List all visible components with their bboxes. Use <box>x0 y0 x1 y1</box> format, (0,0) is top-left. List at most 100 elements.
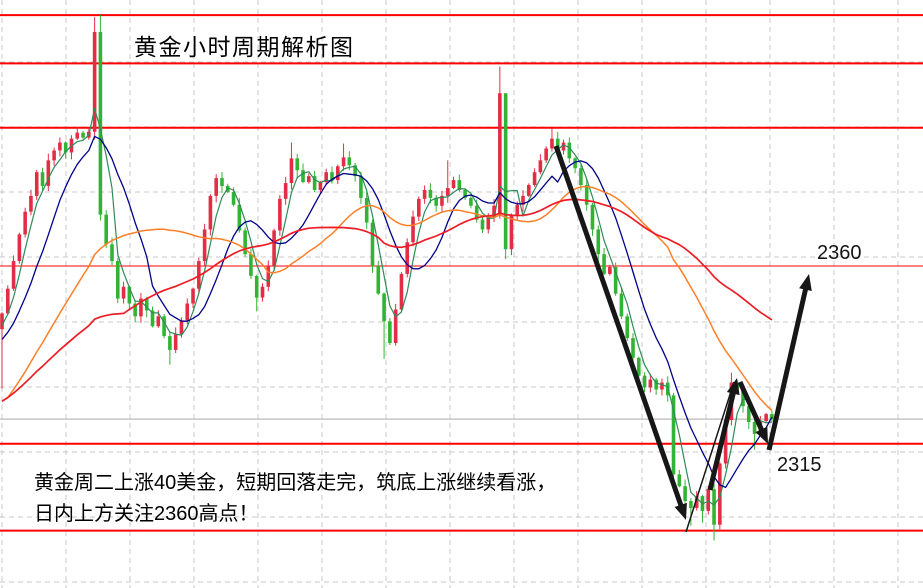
candle-body <box>347 157 352 166</box>
candle-body <box>5 288 10 314</box>
candle-body <box>399 273 404 310</box>
candle <box>683 479 687 503</box>
arrow-head <box>799 274 812 291</box>
candle <box>127 285 132 309</box>
candle-body <box>98 31 103 215</box>
candle-body <box>648 379 653 388</box>
candle-body <box>214 178 218 196</box>
candle-body <box>388 321 392 344</box>
candle <box>613 262 618 296</box>
candle-body <box>561 142 566 151</box>
candle-body <box>434 197 438 206</box>
ma-line-ma-slowest <box>1 198 773 403</box>
candle <box>254 274 259 312</box>
candle <box>526 183 531 198</box>
candle-body <box>40 172 45 187</box>
trend-arrow <box>685 381 735 533</box>
candle-body <box>723 420 728 464</box>
candle-body <box>642 375 647 388</box>
candle <box>428 183 433 204</box>
candle <box>596 225 601 262</box>
candle <box>260 283 265 302</box>
candle-body <box>11 261 16 289</box>
candle <box>364 191 369 229</box>
candle <box>295 153 300 178</box>
candle-body <box>393 309 398 344</box>
candle <box>602 247 606 276</box>
candle-body <box>104 214 109 245</box>
candle-body <box>718 463 722 525</box>
candle <box>631 333 635 362</box>
candle <box>700 494 705 523</box>
candle-body <box>509 214 514 250</box>
candle-body <box>34 172 39 196</box>
candle <box>445 160 450 203</box>
candle <box>451 176 456 190</box>
candles-layer <box>0 15 774 541</box>
candle-body <box>75 132 80 139</box>
candle-body <box>330 172 334 181</box>
analysis-note: 黄金周二上涨40美金，短期回落走完，筑底上涨继续看涨， 日内上方关注2360高点… <box>34 468 556 530</box>
candle-body <box>694 496 699 508</box>
candle-body <box>307 176 311 183</box>
candle <box>139 292 143 323</box>
candle-body <box>133 303 137 317</box>
candle-body <box>602 254 606 274</box>
candle <box>503 93 508 260</box>
arrow-shaft <box>707 387 738 491</box>
candle-body <box>405 242 410 274</box>
candle-body <box>254 275 259 298</box>
candle-body <box>683 486 687 502</box>
candle-body <box>0 313 4 330</box>
candle <box>770 410 774 422</box>
candle <box>388 317 392 346</box>
candle-body <box>312 176 317 190</box>
candle-body <box>168 336 172 350</box>
candle <box>214 174 218 203</box>
candle <box>515 201 520 222</box>
candle-body <box>613 266 618 294</box>
candle-body <box>115 261 120 299</box>
candle-body <box>92 31 97 132</box>
candle <box>324 168 328 186</box>
candle-body <box>58 142 62 151</box>
candle <box>29 189 33 216</box>
candle <box>17 232 22 264</box>
candle-body <box>451 180 456 188</box>
candle <box>677 469 682 488</box>
candle-body <box>746 406 751 423</box>
support-price-label: 2315 <box>777 454 822 476</box>
candle <box>440 190 444 213</box>
candle-body <box>283 183 288 199</box>
candle <box>11 255 16 291</box>
candle-body <box>631 338 635 358</box>
candle <box>191 287 195 309</box>
candle-body <box>364 197 369 223</box>
candle <box>561 139 566 155</box>
candle <box>110 237 114 266</box>
candle-body <box>752 422 757 434</box>
ma-lines <box>1 107 773 506</box>
candle <box>636 356 641 380</box>
arrow-shaft <box>685 381 735 533</box>
ma-line-ma-fast <box>1 107 772 506</box>
candle <box>5 285 10 316</box>
candle-body <box>353 165 357 177</box>
candle <box>417 196 421 222</box>
candle-body <box>492 205 496 218</box>
candle-body <box>555 138 560 151</box>
candle-body <box>573 158 577 169</box>
candle-body <box>544 148 548 161</box>
candle-body <box>370 222 375 266</box>
candle-body <box>411 216 415 243</box>
candle <box>660 378 664 396</box>
arrow-shaft <box>553 145 686 512</box>
candle <box>63 141 68 159</box>
candle <box>538 154 543 175</box>
candle <box>509 213 514 256</box>
candle <box>173 327 178 354</box>
candle-body <box>636 357 641 376</box>
candle-body <box>249 254 253 276</box>
